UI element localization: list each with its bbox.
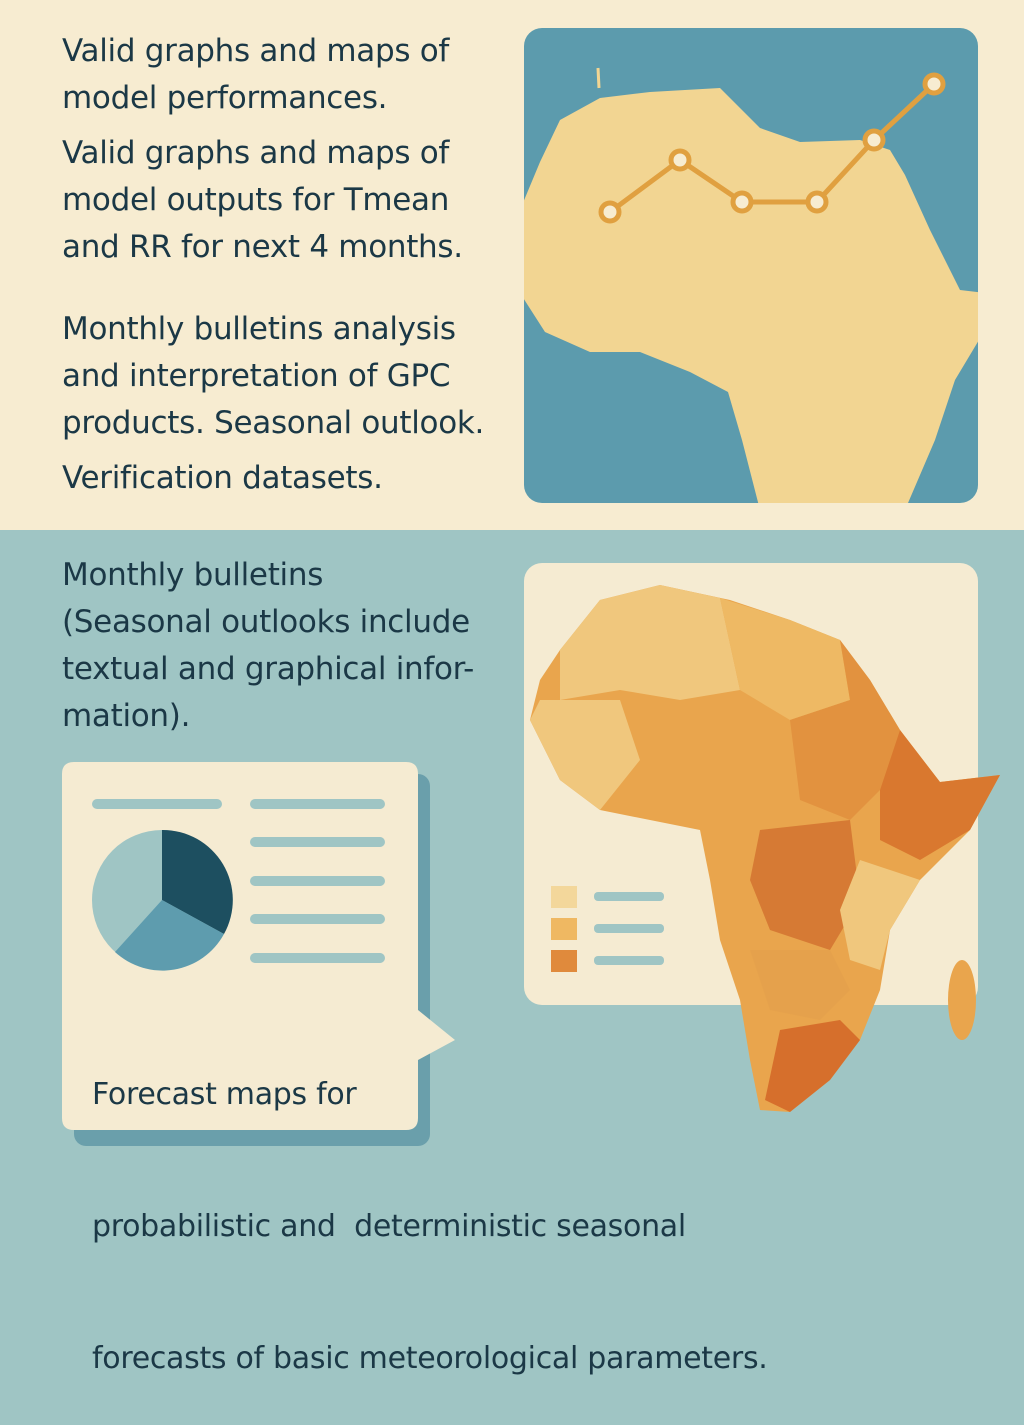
text-block: Valid graphs and maps of model outputs f… xyxy=(62,130,463,271)
text-line: products. Seasonal outlook. xyxy=(62,405,485,441)
text-line: and RR for next 4 months. xyxy=(62,229,463,265)
text-block: Forecast maps for probabilistic and dete… xyxy=(92,985,768,1425)
line-points xyxy=(598,72,946,224)
text-line: Forecast maps for xyxy=(92,1077,357,1112)
text-line: Valid graphs and maps of xyxy=(62,33,450,69)
text-line: (Seasonal outlooks include xyxy=(62,604,470,640)
text-line: and interpretation of GPC xyxy=(62,358,451,394)
text-lines xyxy=(92,799,385,963)
pie-decoration xyxy=(92,829,233,971)
africa-regions xyxy=(530,585,1000,1112)
text-line: probabilistic and deterministic seasonal xyxy=(92,1209,686,1244)
text-block: Verification datasets. xyxy=(62,455,383,502)
text-line: model outputs for Tmean xyxy=(62,182,450,218)
text-line: textual and graphical infor- xyxy=(62,651,475,687)
text-line: forecasts of basic meteorological parame… xyxy=(92,1341,768,1376)
page: {"top": {"items": [ {"lines": ["Valid gr… xyxy=(0,0,1024,1376)
text-line: Monthly bulletins analysis xyxy=(62,311,456,347)
legend-decoration xyxy=(551,886,664,972)
text-line: model performances. xyxy=(62,80,388,116)
text-line: mation). xyxy=(62,698,191,734)
text-line: Valid graphs and maps of xyxy=(62,135,450,171)
island xyxy=(596,67,601,89)
text-line: Monthly bulletins xyxy=(62,557,324,593)
line-decoration xyxy=(608,82,936,215)
text-block: Monthly bulletins analysis and interpret… xyxy=(62,306,484,447)
text-line: Verification datasets. xyxy=(62,460,383,496)
text-block: Valid graphs and maps of model performan… xyxy=(62,28,449,122)
illustration xyxy=(0,0,1024,1146)
text-block: Monthly bulletins (Seasonal outlooks inc… xyxy=(62,552,474,740)
